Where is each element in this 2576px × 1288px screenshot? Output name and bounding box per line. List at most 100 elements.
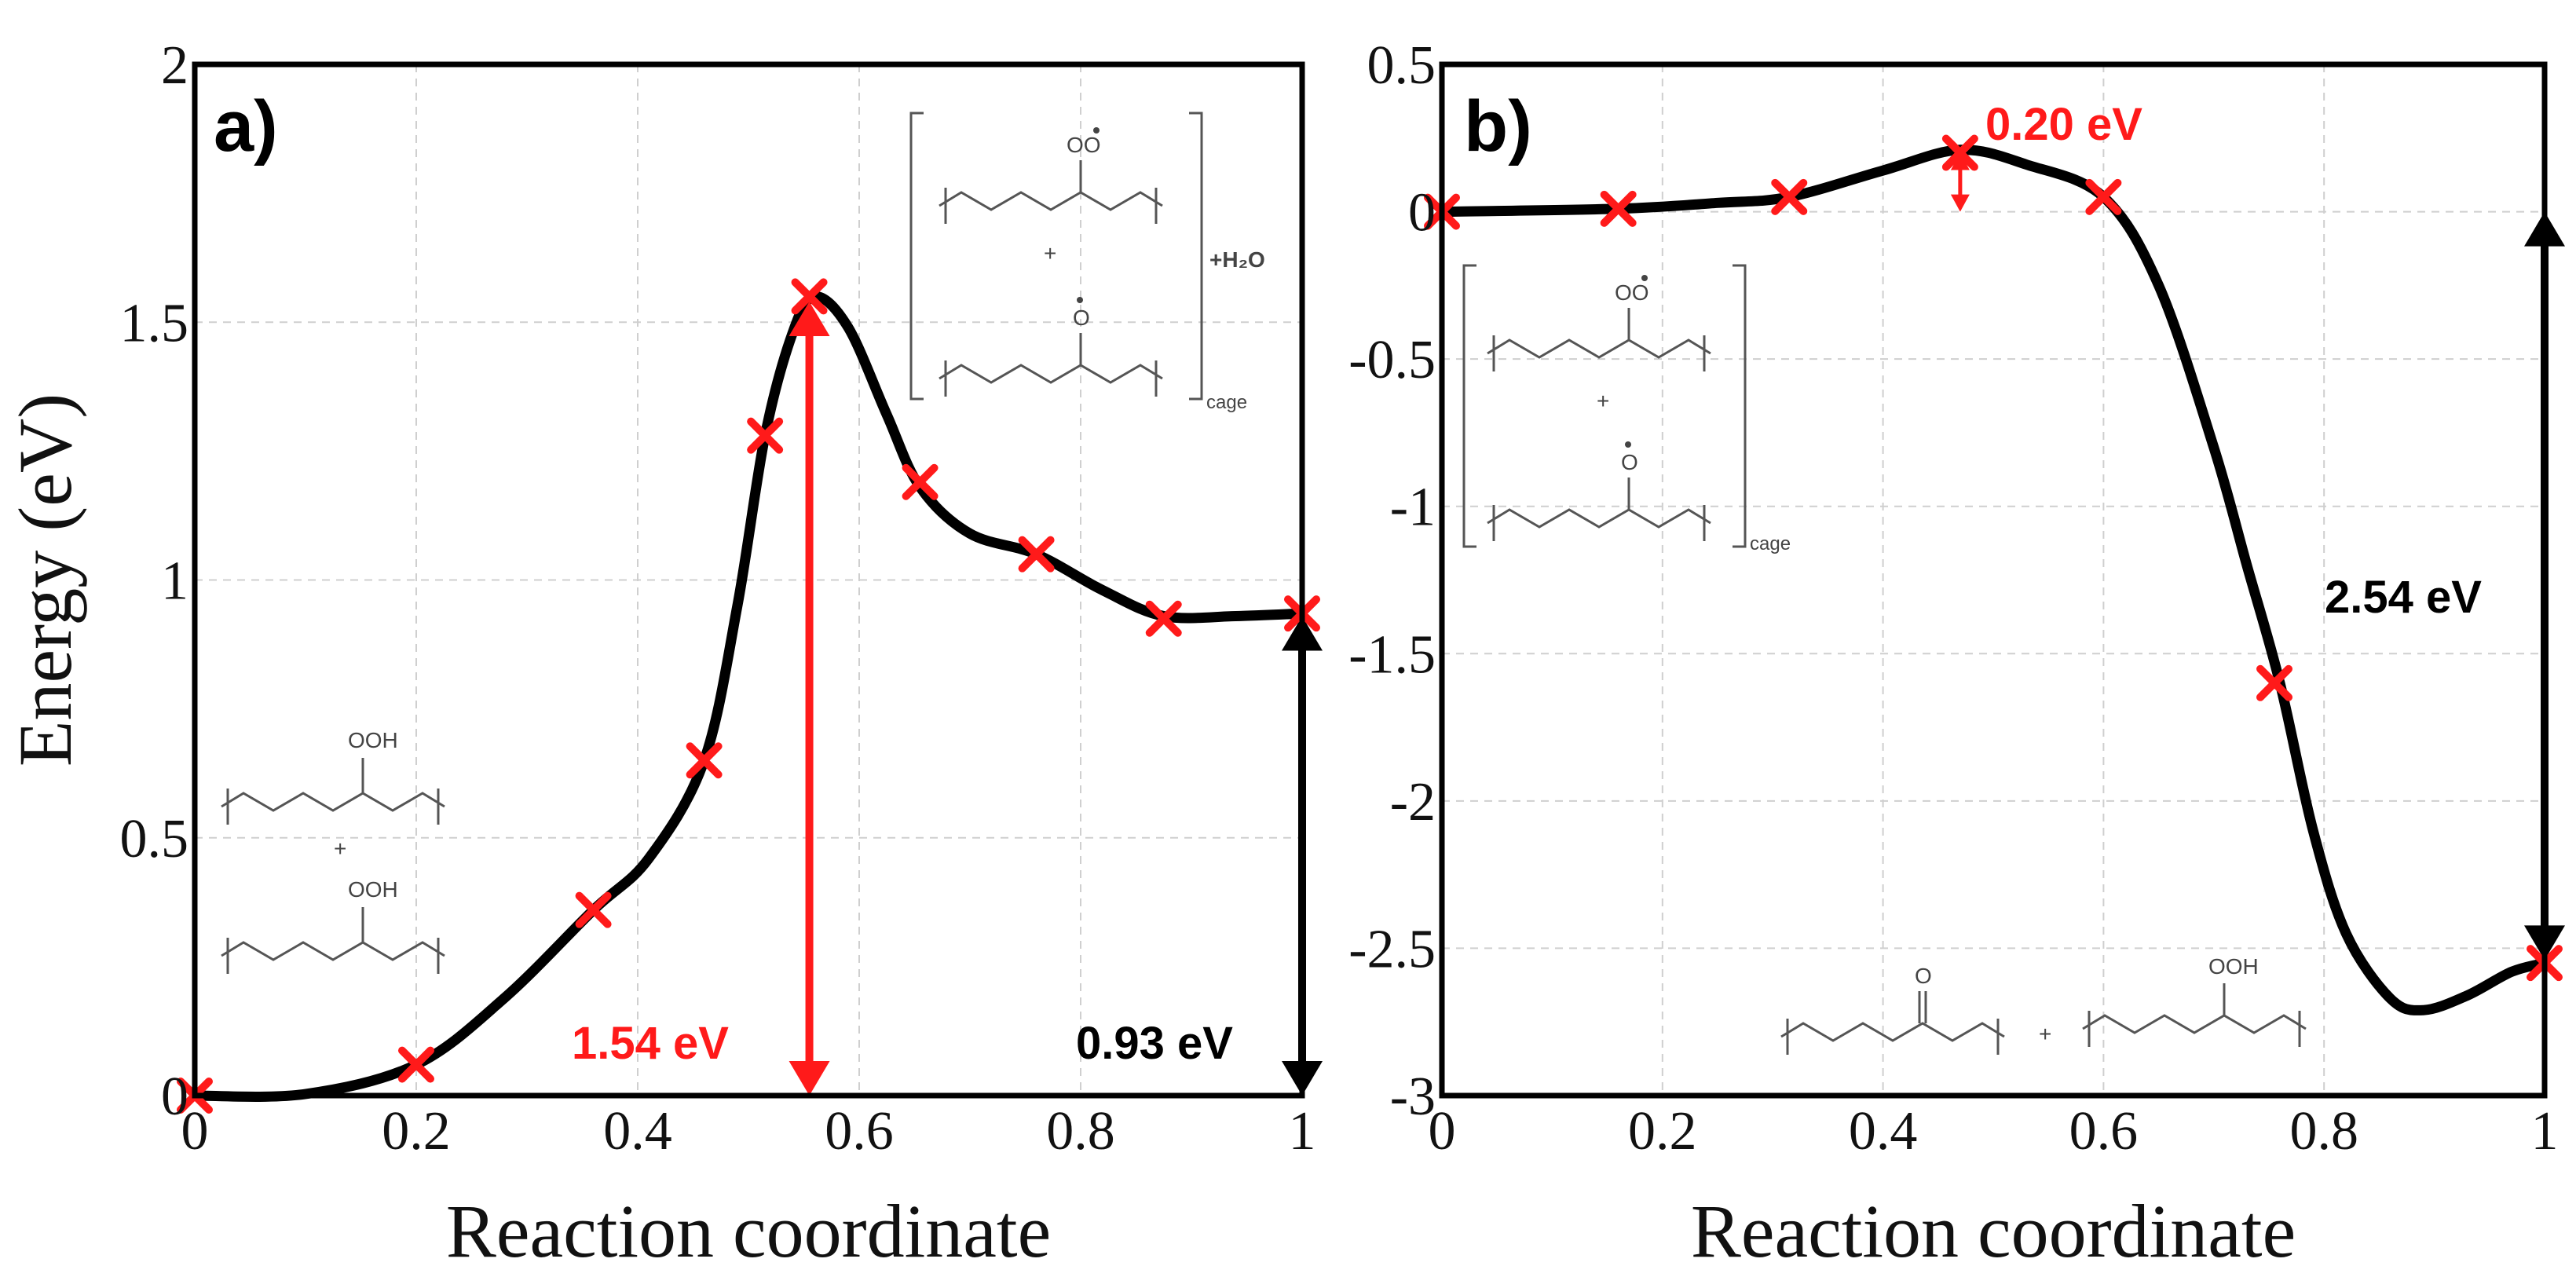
marker-stroke: [1018, 536, 1055, 573]
ooh-label-1: OOH: [348, 728, 398, 752]
ketone-o-label: O: [1915, 964, 1932, 988]
panel-a-chart: OOH + OOH OO + O +H₂O cage: [3, 35, 1323, 1273]
y-tick-label: 0: [1408, 183, 1436, 243]
data-point-marker: [791, 278, 828, 315]
cage-label-b: cage: [1750, 533, 1791, 554]
x-tick-label: 0.2: [382, 1101, 451, 1162]
data-point-marker: [1771, 178, 1808, 215]
energy-arrow-head-up: [1950, 152, 1970, 170]
chain-3: [221, 941, 445, 961]
oo-radical-label-b: OO: [1615, 280, 1649, 305]
ooh-label-3: OOH: [2208, 954, 2259, 979]
panel-b-chart: OO + O cage O + OOH 0.20 eV2.54 e: [1348, 35, 2565, 1273]
y-tick-label: -2: [1390, 772, 1436, 832]
panel-b-product-molecules: O + OOH: [1780, 954, 2307, 1055]
panel-a-product-molecules: OO + O +H₂O cage: [909, 112, 1265, 413]
x-tick-label: 0.6: [2069, 1101, 2139, 1162]
marker-stroke: [2256, 664, 2293, 701]
x-tick-label: 0.6: [825, 1101, 894, 1162]
energy-barrier-label: 0.20 eV: [1985, 99, 2142, 150]
energy-barrier-label: 1.54 eV: [572, 1018, 729, 1069]
data-point-marker: [686, 742, 723, 779]
chain-10: [2082, 1014, 2307, 1034]
panel-a-reactant-molecules: OOH + OOH: [221, 728, 445, 974]
chain-7: [1487, 338, 1711, 359]
marker-stroke: [1600, 190, 1637, 227]
y-tick-label: -2.5: [1348, 919, 1436, 979]
y-tick-label: 1: [161, 551, 188, 612]
energy-curve: [189, 291, 1308, 1102]
radical-dot-4: [1625, 441, 1631, 448]
panel-b-grid: [1442, 64, 2545, 1096]
x-tick-label: 0: [181, 1101, 209, 1162]
data-point-marker: [747, 417, 784, 454]
data-point-marker: [2256, 664, 2293, 701]
y-tick-label: -1.5: [1348, 624, 1436, 685]
y-tick-label: -0.5: [1348, 330, 1436, 390]
bracket-right-a: [1189, 112, 1203, 401]
data-point-marker: [1600, 190, 1637, 227]
marker-stroke: [791, 278, 828, 315]
chain-8: [1487, 508, 1711, 529]
y-tick-label: 0.5: [120, 809, 189, 869]
panel-a-plot-area: 1.54 eV 0.93 eV: [177, 278, 1323, 1114]
cage-label-a: cage: [1206, 392, 1247, 413]
data-point-marker: [1941, 134, 1978, 171]
radical-dot-3: [1641, 275, 1648, 281]
data-point-marker: [1018, 536, 1055, 573]
data-point-marker: [398, 1046, 434, 1083]
marker-stroke: [1145, 600, 1182, 637]
y-tick-label: 1.5: [120, 293, 189, 353]
chain-9: [1780, 1022, 2005, 1042]
plus-label-b2: +: [2039, 1022, 2051, 1046]
bracket-right-b: [1733, 264, 1747, 548]
bracket-left-a: [909, 112, 924, 401]
x-tick-label: 0.4: [1849, 1101, 1918, 1162]
marker-stroke: [575, 891, 612, 928]
x-tick-label: 1: [1289, 1101, 1316, 1162]
o-radical-label: O: [1073, 306, 1090, 330]
x-tick-label: 0.2: [1628, 1101, 1697, 1162]
radical-dot-1: [1093, 127, 1100, 134]
energy-barrier-label: 2.54 eV: [2325, 572, 2482, 623]
energy-arrow-head-down: [1950, 194, 1970, 212]
y-tick-label: -3: [1390, 1067, 1436, 1127]
marker-stroke: [398, 1046, 434, 1083]
panel-label: a): [214, 86, 278, 166]
o-radical-label-b: O: [1621, 450, 1638, 474]
energy-barrier-label: 0.93 eV: [1076, 1018, 1233, 1069]
energy-arrow-head-down: [789, 1061, 830, 1096]
panel-b-cage-molecules: OO + O cage: [1462, 264, 1791, 554]
y-tick-label: 0.5: [1367, 35, 1436, 96]
y-tick-label: 0: [161, 1067, 188, 1127]
data-point-marker: [902, 463, 939, 500]
marker-stroke: [902, 463, 939, 500]
marker-stroke: [1941, 134, 1978, 171]
data-point-marker: [1145, 600, 1182, 637]
panel-a-axes: 0 0.2 0.4 0.6 0.8 1 0 0.5 1 1.5 2 Reaction coordina…: [3, 35, 1316, 1273]
y-tick-label: -1: [1390, 478, 1436, 538]
plus-label-b: +: [1597, 389, 1609, 413]
panel-label: b): [1464, 86, 1532, 166]
x-tick-label: 0: [1429, 1101, 1456, 1162]
plus-label-a2: +: [1044, 241, 1056, 265]
radical-dot-2: [1077, 297, 1083, 303]
marker-stroke: [747, 417, 784, 454]
energy-arrow-head-up: [789, 301, 830, 336]
marker-stroke: [1771, 178, 1808, 215]
data-point-marker: [575, 891, 612, 928]
plus-label-a: +: [334, 836, 346, 861]
plot-frame: [192, 61, 1305, 1099]
panel-b-plot-area: 0.20 eV 2.54 eV: [1424, 99, 2565, 1015]
panel-a-grid: [195, 64, 1302, 1096]
marker-stroke: [686, 742, 723, 779]
x-axis-title: Reaction coordinate: [1691, 1189, 2296, 1273]
y-axis-title: Energy (eV): [3, 393, 87, 767]
x-tick-label: 0.4: [603, 1101, 672, 1162]
ooh-label-2: OOH: [348, 877, 398, 902]
oo-radical-label: OO: [1067, 133, 1101, 157]
chain-1: [221, 792, 445, 812]
y-tick-label: 2: [161, 35, 188, 96]
x-tick-label: 0.8: [2289, 1101, 2358, 1162]
